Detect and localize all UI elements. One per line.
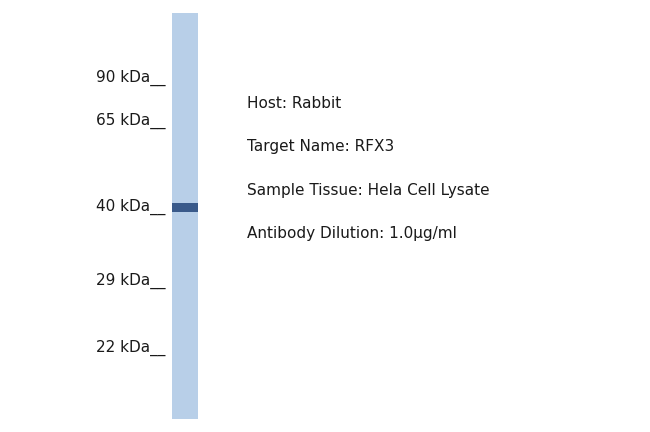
Bar (172, 13, 198, 419)
Text: 65 kDa__: 65 kDa__ (96, 113, 166, 129)
Bar (172, 203, 198, 212)
Text: 40 kDa__: 40 kDa__ (96, 199, 166, 216)
Text: 90 kDa__: 90 kDa__ (96, 70, 166, 86)
Text: Target Name: RFX3: Target Name: RFX3 (247, 140, 395, 154)
Text: 29 kDa__: 29 kDa__ (96, 273, 166, 289)
Text: Host: Rabbit: Host: Rabbit (247, 96, 341, 111)
Text: Sample Tissue: Hela Cell Lysate: Sample Tissue: Hela Cell Lysate (247, 183, 489, 197)
Text: 22 kDa__: 22 kDa__ (96, 340, 166, 356)
Text: Antibody Dilution: 1.0μg/ml: Antibody Dilution: 1.0μg/ml (247, 226, 457, 241)
